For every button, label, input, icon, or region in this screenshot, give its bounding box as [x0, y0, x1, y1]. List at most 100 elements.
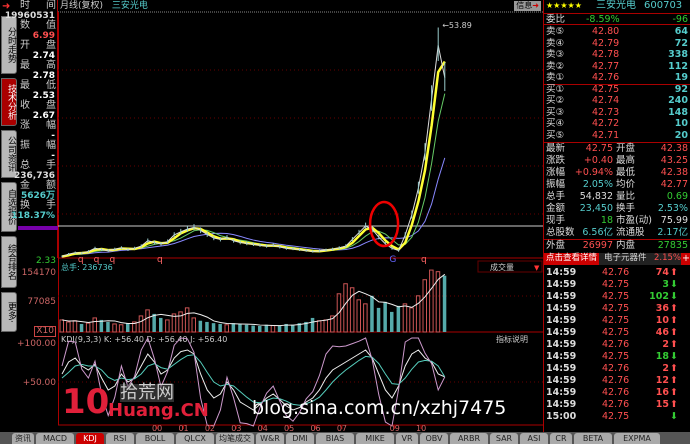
volume-indicator-select[interactable] — [477, 260, 543, 273]
x-tick-label: 05 — [284, 424, 294, 432]
volume-scale-label[interactable]: X10 — [34, 326, 56, 337]
buy-volume: 148 — [668, 106, 688, 118]
stat-row: 振幅 2.05% 均价 42.77 — [544, 179, 690, 191]
indicator-tab-arbr[interactable]: ARBR — [450, 433, 488, 444]
arrow-up-icon: ⬆ — [670, 363, 678, 374]
stat-value: 54,832 — [579, 191, 613, 202]
tick-row: 14:59 42.76 2 ⬆ — [544, 363, 690, 375]
indicator-tab-rsi[interactable]: RSI — [106, 433, 134, 444]
tick-row: 14:59 42.75 18 ⬇ — [544, 351, 690, 363]
volume-bar — [59, 319, 64, 333]
indicator-tab-dmi[interactable]: DMI — [286, 433, 314, 444]
stat-value: +0.40 — [583, 155, 613, 166]
sell-row[interactable]: 卖① 42.76 19 — [544, 72, 690, 84]
volume-bar — [349, 287, 355, 333]
indicator-tab-bias[interactable]: BIAS — [316, 433, 354, 444]
exit-icon[interactable]: ➜ — [532, 1, 539, 10]
ma-short-line — [61, 60, 446, 258]
volume-bar — [211, 323, 216, 332]
sell-price: 42.79 — [592, 37, 620, 49]
info-button[interactable]: 信息➜ — [514, 1, 541, 11]
indicator-tab-cr[interactable]: CR — [550, 433, 572, 444]
stock-name-label: 三安光电 — [111, 1, 148, 11]
tick-price: 42.76 — [602, 267, 630, 278]
tick-volume: 102 — [649, 291, 669, 302]
volume-bar — [396, 305, 401, 332]
vtab-0[interactable]: 分时走势 — [1, 16, 17, 74]
stat-value: 0.69 — [666, 191, 688, 202]
buy-row[interactable]: 买② 42.74 240 — [544, 95, 690, 107]
info-value: 6.99 — [32, 31, 55, 41]
indicator-tab-expma[interactable]: EXPMA — [614, 433, 660, 444]
stat-label: 量比 — [616, 191, 636, 202]
sell-row[interactable]: 卖⑤ 42.80 64 — [544, 26, 690, 38]
info-value: 236,736 — [14, 171, 55, 181]
detail-button[interactable]: 点击查看详情 — [544, 253, 600, 265]
indicator-tab-资讯[interactable]: 资讯 — [12, 433, 34, 444]
tick-volume: 2 — [662, 339, 669, 350]
vtab-4[interactable]: 综合排名 — [1, 236, 17, 288]
indicator-tab-asi[interactable]: ASI — [520, 433, 548, 444]
tick-price: 42.75 — [602, 291, 630, 302]
vtab-5[interactable]: 更多· — [1, 292, 17, 332]
signal-marker: G — [389, 255, 396, 265]
stat-value: 42.75 — [585, 143, 613, 154]
vtab-3[interactable]: 自选报价 — [1, 182, 17, 232]
info-button-label: 信息 — [516, 1, 533, 10]
volume-title: 总手: 236736 — [61, 262, 113, 272]
indicator-tab-kdj[interactable]: KDJ — [76, 433, 104, 444]
info-row: 最高 — [18, 61, 58, 71]
selection-bar — [18, 226, 58, 230]
volume-bar — [118, 324, 124, 333]
indicator-tab-均笔成交[interactable]: 均笔成交 — [216, 433, 254, 444]
stat-label: 振幅 — [546, 179, 566, 190]
volume-bar — [66, 321, 71, 333]
info-row: 收盘 — [18, 101, 58, 111]
indicator-tab-w&r[interactable]: W&R — [256, 433, 284, 444]
rating-stars: ★★★★★ — [546, 1, 582, 10]
tick-time: 14:59 — [546, 399, 577, 410]
sell-row[interactable]: 卖④ 42.79 72 — [544, 38, 690, 50]
indicator-tab-boll[interactable]: BOLL — [136, 433, 174, 444]
arrow-down-icon: ⬇ — [670, 351, 678, 362]
arrow-up-icon: ⬆ — [670, 327, 678, 338]
volume-bar — [297, 323, 302, 332]
volume-bar — [402, 303, 408, 333]
volume-bar — [270, 325, 276, 333]
vtab-1[interactable]: 技术分析 — [1, 78, 17, 126]
dropdown-arrow-icon[interactable]: ▼ — [534, 264, 540, 272]
volume-bar — [231, 323, 236, 332]
buy-row[interactable]: 买③ 42.73 148 — [544, 107, 690, 119]
buy-row[interactable]: 买① 42.75 92 — [544, 84, 690, 96]
period-label[interactable]: 月线(复权) — [60, 1, 104, 11]
info-row: 时间 — [18, 1, 58, 11]
indicator-tab-mike[interactable]: MIKE — [356, 433, 394, 444]
back-arrow-icon[interactable]: ➜ — [2, 1, 11, 12]
arrow-down-icon: ⬇ — [670, 279, 678, 290]
buy-price: 42.73 — [592, 106, 620, 118]
indicator-tab-obv[interactable]: OBV — [420, 433, 448, 444]
indicator-tab-macd[interactable]: MACD — [36, 433, 74, 444]
tick-price: 42.76 — [602, 399, 630, 410]
tick-time: 14:59 — [546, 375, 577, 386]
tick-volume: 36 — [655, 303, 669, 314]
indicator-help-button[interactable]: 指标说明 — [496, 334, 528, 344]
sector-plus-button[interactable]: + — [681, 253, 690, 265]
sell-price: 42.76 — [592, 72, 620, 83]
buy-row[interactable]: 买⑤ 42.71 20 — [544, 130, 690, 142]
volume-bar — [390, 311, 394, 332]
indicator-tab-sar[interactable]: SAR — [490, 433, 518, 444]
buy-row[interactable]: 买④ 42.72 10 — [544, 118, 690, 130]
tick-row: 14:59 42.76 12 ⬆ — [544, 375, 690, 387]
vtab-2[interactable]: 公司资讯 — [1, 130, 17, 178]
indicator-tab-beta[interactable]: BETA — [574, 433, 612, 444]
tick-row: 14:59 42.75 46 ⬆ — [544, 327, 690, 339]
indicator-tab-qlcx[interactable]: QLCX — [176, 433, 214, 444]
indicator-tab-vr[interactable]: VR — [396, 433, 418, 444]
volume-bar — [72, 320, 78, 333]
stat-value: 2.05% — [582, 179, 613, 190]
sell-row[interactable]: 卖② 42.77 112 — [544, 61, 690, 73]
volume-bar — [264, 324, 269, 332]
sell-row[interactable]: 卖③ 42.78 338 — [544, 49, 690, 61]
sector-name[interactable]: 电子元器件 — [604, 253, 647, 263]
